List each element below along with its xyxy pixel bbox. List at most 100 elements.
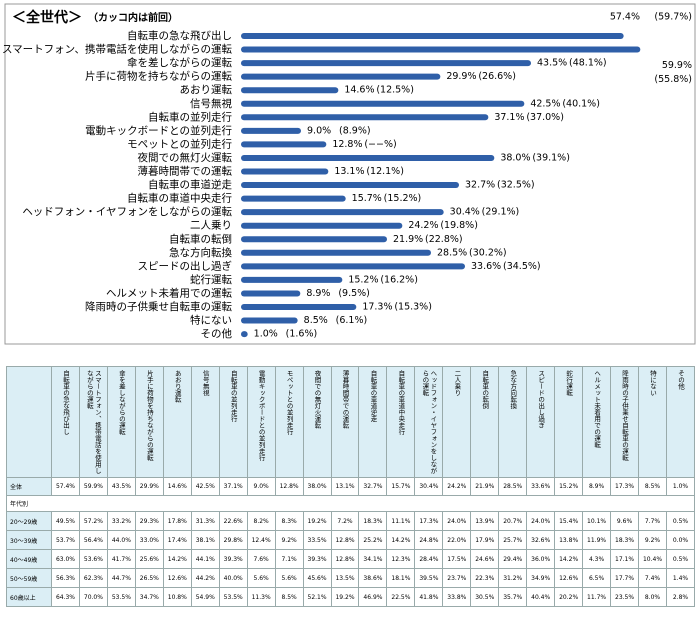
category-label: 自転車の急な飛び出し xyxy=(127,29,232,42)
table-cell: 20.7% xyxy=(498,511,528,531)
table-cell: 9.2% xyxy=(638,530,667,550)
bar xyxy=(241,60,531,67)
table-cell: 12.3% xyxy=(386,549,416,569)
header-cell: ヘルメット未着用での運転 xyxy=(582,366,612,478)
row-label: 全体 xyxy=(6,477,52,496)
table-cell: 42.5% xyxy=(190,477,220,496)
previous-label: (12.1%) xyxy=(366,166,404,177)
category-label: 信号無視 xyxy=(190,97,232,110)
table-cell: 19.2% xyxy=(330,587,360,607)
bar xyxy=(241,236,387,243)
category-label: 薄暮時間帯での運転 xyxy=(138,165,233,178)
value-label: 13.1% xyxy=(334,166,364,177)
table-cell: 18.3% xyxy=(610,530,640,550)
previous-label: (59.7%) xyxy=(654,12,692,23)
header-cell: 自転車の並列走行 xyxy=(218,366,248,478)
header-cell: スマートフォン、携帯電話を使用しながらの運転 xyxy=(78,366,108,478)
table-cell: 14.2% xyxy=(386,530,416,550)
category-label: スマートフォン、携帯電話を使用しながらの運転 xyxy=(2,43,233,56)
bar xyxy=(241,114,489,121)
value-label: 29.9% xyxy=(446,71,476,82)
table-cell: 38.0% xyxy=(302,477,332,496)
table-cell: 28.4% xyxy=(414,549,444,569)
table-cell: 34.1% xyxy=(358,549,388,569)
table-cell: 24.8% xyxy=(414,530,444,550)
table-cell: 22.5% xyxy=(386,587,416,607)
category-label: 自転車の車道逆走 xyxy=(148,178,232,191)
table-cell: 53.5% xyxy=(106,587,136,607)
header-cell: その他 xyxy=(665,366,696,478)
table-cell: 10.1% xyxy=(582,511,612,531)
category-label: 特にない xyxy=(190,315,232,327)
previous-label: (−−%) xyxy=(364,139,396,150)
header-text: 降雨時の子供乗せ自転車の運転 xyxy=(620,370,629,461)
table-cell: 18.3% xyxy=(358,511,388,531)
table-cell: 41.8% xyxy=(414,587,444,607)
table-cell: 52.1% xyxy=(302,587,332,607)
table-cell: 40.0% xyxy=(218,568,248,588)
table-cell: 30.4% xyxy=(414,477,444,496)
header-cell: 電動キックボードとの並列走行 xyxy=(246,366,276,478)
table-cell: 37.1% xyxy=(218,477,248,496)
previous-label: (16.2%) xyxy=(380,274,418,285)
previous-label: (22.8%) xyxy=(425,234,463,245)
table-cell: 31.3% xyxy=(190,511,220,531)
table-cell: 34.9% xyxy=(526,568,556,588)
category-label: ヘッドフォン・イヤフォンをしながらの運転 xyxy=(22,205,232,218)
table-cell: 8.0% xyxy=(638,587,667,607)
table-cell: 22.0% xyxy=(442,530,472,550)
header-text: 急な方向転換 xyxy=(508,370,517,409)
bar xyxy=(241,154,495,161)
row-label: 50〜59歳 xyxy=(6,568,52,588)
category-label: 傘を差しながらの運転 xyxy=(127,56,232,69)
value-label: 9.0% xyxy=(307,125,331,136)
value-label: 59.9% xyxy=(662,60,692,71)
value-label: 32.7% xyxy=(465,180,495,191)
value-label: 17.3% xyxy=(362,302,392,313)
table-cell: 53.7% xyxy=(51,530,80,550)
table-cell: 56.3% xyxy=(51,568,80,588)
previous-label: (1.6%) xyxy=(286,329,318,340)
table-cell: 57.2% xyxy=(78,511,108,531)
table-cell: 8.9% xyxy=(582,477,612,496)
table-cell: 11.7% xyxy=(582,587,612,607)
row-label: 20〜29歳 xyxy=(6,511,52,531)
category-label: モペットとの並列走行 xyxy=(127,137,232,150)
row-label: 40〜49歳 xyxy=(6,549,52,569)
table-cell: 44.0% xyxy=(106,530,136,550)
header-text: 自転車の車道逆走 xyxy=(368,370,377,422)
table-cell: 17.1% xyxy=(610,549,640,569)
table-cell: 56.4% xyxy=(78,530,108,550)
table-cell: 53.6% xyxy=(78,549,108,569)
table-cell: 45.6% xyxy=(302,568,332,588)
category-label: 降雨時の子供乗せ自転車の運転 xyxy=(85,300,232,313)
table-cell: 11.9% xyxy=(582,530,612,550)
value-label: 57.4% xyxy=(610,12,640,23)
table-cell: 21.9% xyxy=(470,477,500,496)
value-label: 14.6% xyxy=(344,85,374,96)
header-text: スマートフォン、携帯電話を使用しながらの運転 xyxy=(85,370,102,474)
table-cell: 24.0% xyxy=(442,511,472,531)
table-cell: 22.3% xyxy=(470,568,500,588)
value-label: 8.9% xyxy=(306,288,330,299)
header-text: 特にない xyxy=(648,370,657,396)
table-cell: 10.8% xyxy=(162,587,192,607)
value-label: 30.4% xyxy=(450,207,480,218)
table-cell: 35.7% xyxy=(498,587,528,607)
table-cell: 0.5% xyxy=(665,549,696,569)
bar xyxy=(241,276,343,283)
header-cell: ヘッドフォン・イヤフォンをしながらの運転 xyxy=(414,366,444,478)
table-cell: 29.9% xyxy=(134,477,164,496)
table-row: 50〜59歳 56.3% 62.3% 44.7% 26.5% 12.6% 44.2% 40.0… xyxy=(6,568,696,588)
table-cell: 28.5% xyxy=(498,477,528,496)
table-cell: 4.3% xyxy=(582,549,612,569)
value-label: 24.2% xyxy=(408,220,438,231)
table-cell: 22.6% xyxy=(218,511,248,531)
table-cell: 7.1% xyxy=(274,549,304,569)
previous-label: (37.0%) xyxy=(526,112,564,123)
table-cell: 24.2% xyxy=(442,477,472,496)
table-cell: 1.4% xyxy=(665,568,696,588)
header-cell: 急な方向転換 xyxy=(498,366,528,478)
table-cell: 39.3% xyxy=(218,549,248,569)
